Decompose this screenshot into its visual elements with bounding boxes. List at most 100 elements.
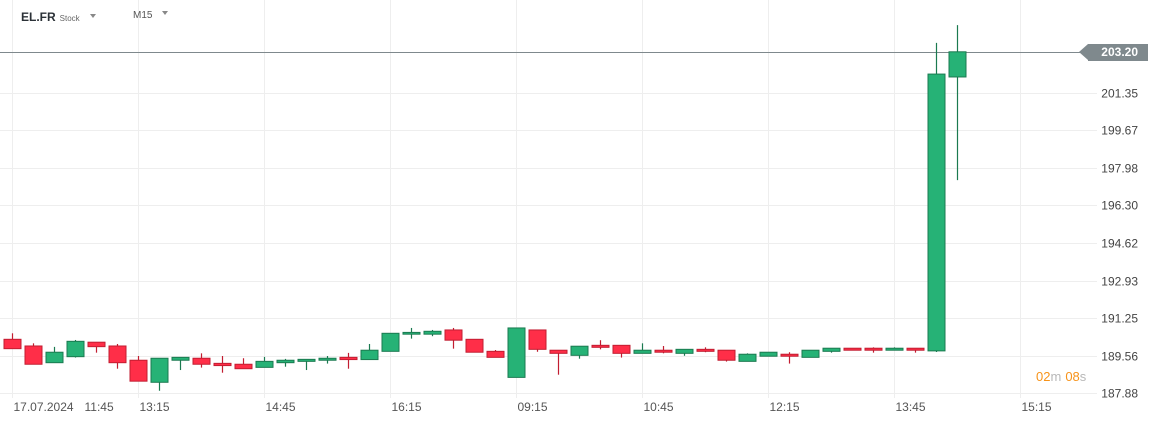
candle-bearish: [234, 358, 253, 370]
symbol-selector[interactable]: EL.FR Stock: [21, 10, 96, 26]
candle-body: [276, 359, 295, 364]
candle-bullish: [759, 351, 778, 357]
candle-body: [612, 344, 631, 354]
candle-body: [864, 347, 883, 351]
candle-body: [675, 348, 694, 354]
candle-body: [381, 332, 400, 352]
candle-bullish: [927, 42, 946, 353]
candle-body: [150, 357, 169, 383]
candle-body: [24, 345, 43, 365]
candle-body: [423, 330, 442, 335]
candle-body: [696, 348, 715, 352]
candle-bearish: [108, 343, 127, 369]
candle-bearish: [549, 349, 568, 375]
candle-body: [129, 359, 148, 382]
x-tick-label: 09:15: [518, 400, 548, 414]
candle-bearish: [87, 341, 106, 353]
candle-bearish: [465, 338, 484, 353]
candle-body: [738, 353, 757, 362]
candle-body: [549, 349, 568, 354]
countdown-seconds: 08: [1065, 369, 1080, 384]
y-tick-label: 197.98: [1101, 162, 1138, 176]
candle-body: [108, 345, 127, 364]
candle-body: [45, 351, 64, 364]
candle-body: [318, 357, 337, 361]
candle-bullish: [675, 348, 694, 356]
candle-body: [507, 327, 526, 378]
candle-bullish: [360, 343, 379, 361]
candle-bullish: [318, 356, 337, 364]
candle-body: [402, 331, 421, 335]
timeframe-selector[interactable]: M15: [133, 10, 169, 26]
candle-bullish: [423, 329, 442, 337]
candle-body: [171, 356, 190, 361]
candle-bearish: [129, 356, 148, 382]
candle-bearish: [780, 352, 799, 364]
candle-bearish: [654, 345, 673, 354]
candle-bullish: [276, 358, 295, 367]
candle-body: [528, 329, 547, 350]
x-tick-label: 12:15: [770, 400, 800, 414]
countdown-minutes: 02: [1036, 369, 1051, 384]
y-tick-label: 201.35: [1101, 87, 1138, 101]
candle-body: [465, 338, 484, 353]
x-tick-label: 13:45: [896, 400, 926, 414]
candle-bullish: [948, 25, 967, 181]
y-tick-label: 192.93: [1101, 275, 1138, 289]
candle-body: [948, 51, 967, 78]
x-tick-label: 15:15: [1022, 400, 1052, 414]
candle-bullish: [171, 356, 190, 371]
countdown-minutes-unit: m: [1050, 369, 1062, 384]
candle-body: [822, 347, 841, 352]
candle-bullish: [822, 347, 841, 353]
candle-body: [297, 358, 316, 362]
chevron-down-icon: [162, 11, 169, 15]
candle-body: [255, 360, 274, 368]
candle-body: [927, 73, 946, 352]
x-tick-label: 16:15: [392, 400, 422, 414]
x-tick-label: 14:45: [266, 400, 296, 414]
candle-body: [717, 349, 736, 361]
candle-body: [87, 341, 106, 348]
candle-bullish: [402, 327, 421, 339]
candle-bearish: [717, 349, 736, 362]
candle-bearish: [24, 343, 43, 365]
candle-bearish: [444, 327, 463, 349]
candle-bearish: [3, 333, 22, 350]
candle-body: [780, 353, 799, 357]
candle-body: [360, 349, 379, 361]
candle-body: [906, 347, 925, 351]
candle-body: [3, 338, 22, 350]
candle-body: [213, 362, 232, 367]
y-tick-label: 191.25: [1101, 312, 1138, 326]
asset-type: Stock: [59, 14, 80, 23]
candle-bullish: [507, 327, 526, 378]
candle-body: [570, 345, 589, 356]
y-tick-label: 196.30: [1101, 199, 1138, 213]
candle-body: [591, 344, 610, 348]
y-tick-label: 194.62: [1101, 237, 1138, 251]
x-tick-label: 17.07.2024: [14, 400, 74, 414]
candle-bearish: [864, 347, 883, 353]
candle-bearish: [339, 352, 358, 369]
x-tick-label: 10:45: [644, 400, 674, 414]
candle-bullish: [297, 358, 316, 371]
candle-body: [801, 349, 820, 358]
x-tick-label: 13:15: [140, 400, 170, 414]
candle-body: [843, 347, 862, 351]
timeframe-label: M15: [133, 10, 153, 21]
candle-body: [66, 340, 85, 358]
candle-bullish: [66, 339, 85, 358]
candle-body: [654, 349, 673, 353]
countdown-seconds-unit: s: [1079, 369, 1087, 384]
candle-bullish: [801, 349, 820, 358]
candle-body: [885, 347, 904, 351]
candle-countdown: 02m 08s: [1036, 369, 1086, 384]
candle-bullish: [255, 356, 274, 368]
candle-body: [192, 357, 211, 365]
candle-body: [486, 350, 505, 358]
candle-bearish: [213, 356, 232, 373]
candle-bearish: [486, 349, 505, 358]
candle-body: [633, 349, 652, 354]
